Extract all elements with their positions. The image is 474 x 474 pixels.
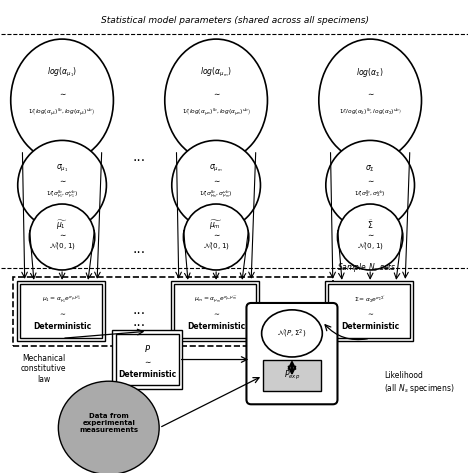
FancyBboxPatch shape: [116, 334, 179, 385]
Text: $\widetilde{\mu_1}$: $\widetilde{\mu_1}$: [56, 219, 68, 232]
Text: $\mathcal{U}(\sigma^{lb}_{\mu_1},\sigma^{ub}_{\mu_1})$: $\mathcal{U}(\sigma^{lb}_{\mu_1},\sigma^…: [46, 188, 78, 200]
Text: $\sim$: $\sim$: [57, 176, 67, 185]
FancyBboxPatch shape: [171, 281, 259, 341]
Text: $\mathcal{U}\left(log(\alpha_{\Sigma})^{lb},log(\alpha_{\Sigma})^{ub}\right)$: $\mathcal{U}\left(log(\alpha_{\Sigma})^{…: [339, 107, 401, 117]
Text: $\mathcal{N}(0,1)$: $\mathcal{N}(0,1)$: [203, 239, 229, 251]
Text: $\sim$: $\sim$: [366, 310, 374, 316]
FancyBboxPatch shape: [263, 360, 321, 391]
FancyBboxPatch shape: [246, 303, 337, 404]
Ellipse shape: [11, 39, 113, 162]
Ellipse shape: [337, 204, 403, 270]
Ellipse shape: [319, 39, 421, 162]
Ellipse shape: [58, 381, 159, 474]
Text: $\sim$: $\sim$: [211, 89, 221, 98]
Text: Data from
experimental
measurements: Data from experimental measurements: [79, 413, 138, 433]
Text: $\sim$: $\sim$: [58, 310, 66, 316]
Text: $\sim$: $\sim$: [365, 176, 374, 185]
Text: $log(\alpha_{\mu_1})$: $log(\alpha_{\mu_1})$: [47, 65, 77, 79]
FancyBboxPatch shape: [20, 284, 102, 338]
FancyBboxPatch shape: [112, 330, 182, 389]
FancyBboxPatch shape: [174, 284, 256, 338]
Text: $\mathcal{U}\left(log(\alpha_{\mu_m})^{lb},log(\alpha_{\mu_m})^{ub}\right)$: $\mathcal{U}\left(log(\alpha_{\mu_m})^{l…: [182, 106, 251, 118]
Text: $\sim$: $\sim$: [57, 230, 67, 239]
Text: $P_{exp}$: $P_{exp}$: [284, 369, 300, 383]
Text: Deterministic: Deterministic: [33, 322, 91, 331]
Text: Sample $N_s$ sets: Sample $N_s$ sets: [337, 261, 397, 274]
Text: $\sim$: $\sim$: [143, 356, 152, 365]
Text: $P$: $P$: [144, 343, 151, 354]
Text: $\sim$: $\sim$: [365, 230, 374, 239]
Text: $\mathcal{U}(\sigma^{lb}_{\Sigma},\sigma^{ub}_{\Sigma})$: $\mathcal{U}(\sigma^{lb}_{\Sigma},\sigma…: [354, 188, 386, 199]
Text: $\sim$: $\sim$: [211, 230, 221, 239]
Text: $\sim$: $\sim$: [211, 176, 221, 185]
Text: Mechanical
constitutive
law: Mechanical constitutive law: [21, 354, 66, 384]
Text: Statistical model parameters (shared across all specimens): Statistical model parameters (shared acr…: [101, 16, 369, 25]
Text: ...: ...: [133, 303, 146, 317]
Text: $\sim$: $\sim$: [57, 89, 67, 98]
Text: $\mathcal{N}(0,1)$: $\mathcal{N}(0,1)$: [357, 239, 383, 251]
Ellipse shape: [262, 310, 322, 357]
Text: $\mathcal{N}(P,\Sigma^2)$: $\mathcal{N}(P,\Sigma^2)$: [277, 327, 307, 339]
Text: Deterministic: Deterministic: [118, 370, 176, 379]
Text: $log(\alpha_{\Sigma})$: $log(\alpha_{\Sigma})$: [356, 65, 384, 79]
Ellipse shape: [18, 140, 107, 230]
Text: $\sigma_{\Sigma}$: $\sigma_{\Sigma}$: [365, 164, 375, 174]
FancyBboxPatch shape: [328, 284, 410, 338]
Text: $\sigma_{\mu_1}$: $\sigma_{\mu_1}$: [56, 163, 68, 174]
Text: ...: ...: [133, 315, 146, 329]
Ellipse shape: [165, 39, 267, 162]
Text: Deterministic: Deterministic: [341, 322, 399, 331]
Text: $\widetilde{\mu_m}$: $\widetilde{\mu_m}$: [209, 219, 223, 232]
Text: $\sigma_{\mu_m}$: $\sigma_{\mu_m}$: [210, 163, 223, 174]
Text: $\Sigma = \alpha_{\Sigma}e^{\sigma_{\Sigma}\widetilde{\Sigma}}$: $\Sigma = \alpha_{\Sigma}e^{\sigma_{\Sig…: [354, 294, 386, 305]
Text: $\mathcal{N}(0,1)$: $\mathcal{N}(0,1)$: [49, 239, 75, 251]
Text: $\mathcal{U}\left(log(\alpha_{\mu_1})^{lb},log(\alpha_{\mu_1})^{ub}\right)$: $\mathcal{U}\left(log(\alpha_{\mu_1})^{l…: [28, 106, 96, 118]
FancyBboxPatch shape: [325, 281, 413, 341]
Ellipse shape: [29, 204, 95, 270]
Text: $\sim$: $\sim$: [365, 89, 374, 98]
Text: Likelihood
(all $N_s$ specimens): Likelihood (all $N_s$ specimens): [384, 371, 455, 395]
Text: $\sim$: $\sim$: [212, 310, 220, 316]
Text: ...: ...: [133, 150, 146, 164]
Text: $log(\alpha_{\mu_m})$: $log(\alpha_{\mu_m})$: [201, 65, 232, 79]
Text: $\mu_m = \alpha_{\mu_m}e^{\sigma_{\mu_m}\widetilde{\mu_m}}$: $\mu_m = \alpha_{\mu_m}e^{\sigma_{\mu_m}…: [194, 293, 238, 305]
Text: $\mathcal{U}(\sigma^{lb}_{\mu_m},\sigma^{ub}_{\mu_m})$: $\mathcal{U}(\sigma^{lb}_{\mu_m},\sigma^…: [200, 188, 233, 200]
Text: ...: ...: [133, 242, 146, 256]
Text: $\widetilde{\Sigma}$: $\widetilde{\Sigma}$: [367, 219, 374, 231]
Ellipse shape: [326, 140, 414, 230]
Text: Deterministic: Deterministic: [187, 322, 245, 331]
Ellipse shape: [183, 204, 249, 270]
FancyBboxPatch shape: [17, 281, 105, 341]
Ellipse shape: [172, 140, 260, 230]
Text: $\mu_1 = \alpha_{\mu_1}e^{\sigma_{\mu_1}\widetilde{\mu_1}}$: $\mu_1 = \alpha_{\mu_1}e^{\sigma_{\mu_1}…: [42, 293, 82, 305]
